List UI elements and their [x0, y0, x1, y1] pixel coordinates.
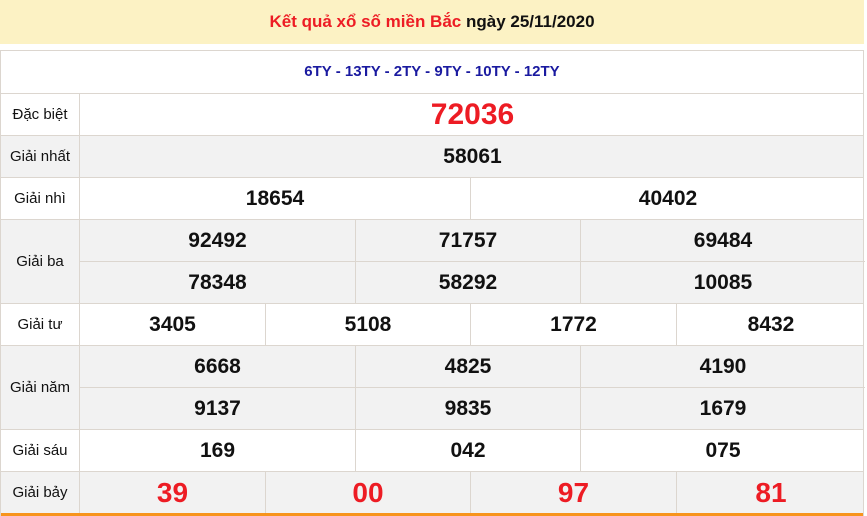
prize-number: 40402 [638, 186, 698, 210]
prize-label: Giải bảy [1, 472, 80, 513]
prize-row: Giải nhất 58061 [1, 136, 863, 178]
prize-number: 97 [471, 472, 677, 513]
prize-number: 4825 [356, 346, 581, 387]
prize-row: Giải ba 92492 71757 69484 78348 58292 10085 [1, 220, 865, 304]
prize-number: 3405 [80, 304, 266, 345]
prize-label: Giải ba [1, 220, 80, 303]
prize-label: Đặc biệt [1, 94, 80, 135]
prize-number: 81 [755, 476, 787, 508]
prize-row: Giải năm 6668 4825 4190 9137 9835 1679 [1, 346, 865, 430]
prize-row: Giải bảy 39 00 97 81 [1, 472, 863, 516]
prize-number: 92492 [80, 220, 356, 261]
prize-label: Giải nhất [1, 136, 80, 177]
lottery-codes: 6TY - 13TY - 2TY - 9TY - 10TY - 12TY [1, 51, 863, 94]
prize-label: Giải năm [1, 346, 80, 429]
header-date: ngày 25/11/2020 [465, 12, 595, 31]
prize-number: 9835 [356, 388, 581, 429]
prize-number: 075 [705, 438, 741, 462]
prize-row: Giải tư 3405 5108 1772 8432 [1, 304, 863, 346]
results-table: 6TY - 13TY - 2TY - 9TY - 10TY - 12TY Đặc… [0, 50, 865, 516]
prize-number: 8432 [747, 312, 795, 336]
prize-number: 69484 [693, 228, 753, 252]
prize-number: 58061 [443, 144, 502, 168]
prize-label: Giải sáu [1, 430, 80, 471]
prize-number: 71757 [356, 220, 581, 261]
prize-number: 169 [80, 430, 356, 471]
prize-number: 00 [266, 472, 471, 513]
prize-number: 9137 [80, 388, 356, 429]
prize-number: 10085 [693, 270, 753, 294]
header-title: Kết quả xổ số miền Bắc [269, 12, 462, 31]
prize-row: Đặc biệt 72036 [1, 94, 863, 136]
prize-number: 1679 [699, 396, 747, 420]
prize-label: Giải nhì [1, 178, 80, 219]
prize-number: 72036 [430, 97, 515, 131]
prize-number: 1772 [471, 304, 677, 345]
prize-number: 78348 [80, 262, 356, 303]
prize-row: Giải sáu 169 042 075 [1, 430, 863, 472]
prize-number: 58292 [356, 262, 581, 303]
prize-number: 5108 [266, 304, 471, 345]
results-header: Kết quả xổ số miền Bắc ngày 25/11/2020 [0, 0, 864, 44]
prize-number: 6668 [80, 346, 356, 387]
prize-number: 39 [80, 472, 266, 513]
prize-number: 042 [356, 430, 581, 471]
prize-number: 18654 [80, 178, 471, 219]
prize-row: Giải nhì 18654 40402 [1, 178, 863, 220]
prize-number: 4190 [699, 354, 747, 378]
prize-label: Giải tư [1, 304, 80, 345]
